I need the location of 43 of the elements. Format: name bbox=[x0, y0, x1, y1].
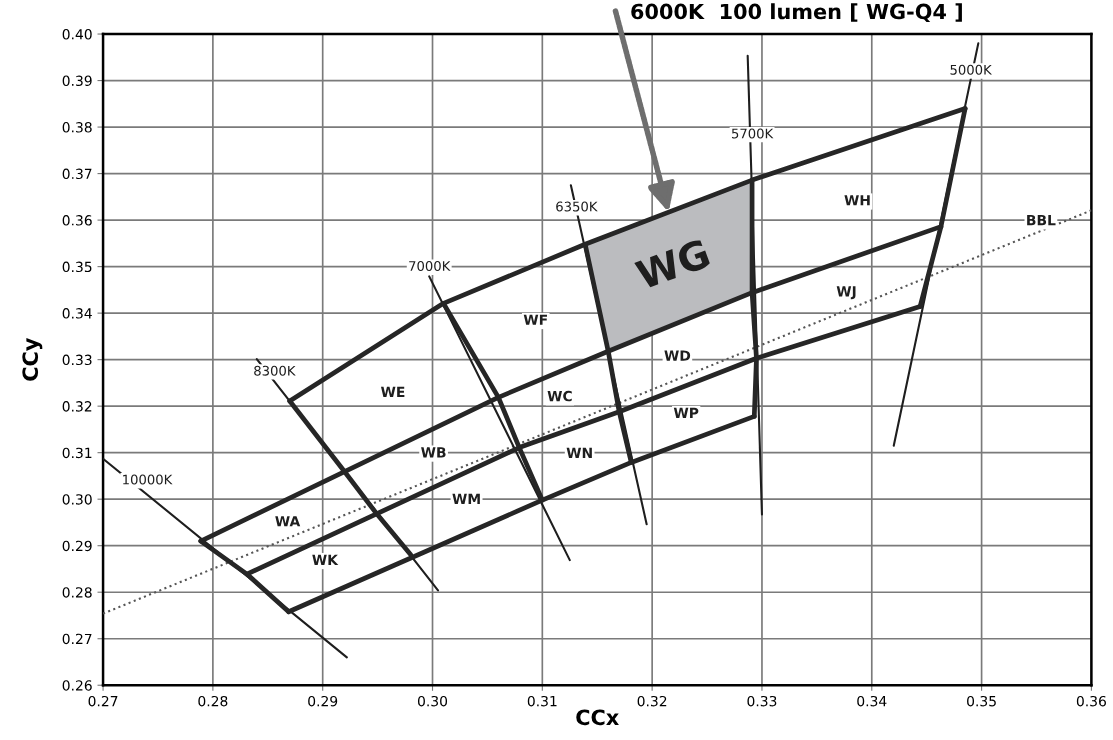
annotation: WH bbox=[844, 195, 870, 206]
annotation: 6350K bbox=[556, 201, 598, 212]
y-tick-label: 0.36 bbox=[62, 215, 92, 226]
annotation: 10000K bbox=[123, 474, 173, 485]
x-axis-title: CCx bbox=[576, 709, 619, 726]
y-tick-label: 0.27 bbox=[62, 633, 92, 645]
y-tick-label: 0.40 bbox=[62, 29, 92, 40]
y-tick-label: 0.32 bbox=[62, 401, 92, 412]
chart-title: 6000K 100 lumen [ WG-Q4 ] bbox=[631, 3, 962, 23]
x-tick-label: 0.34 bbox=[857, 695, 887, 707]
annotation: 5000K bbox=[950, 64, 992, 75]
y-axis-title: CCy bbox=[22, 337, 43, 381]
y-tick-label: 0.35 bbox=[62, 261, 92, 273]
annotation: 5700K bbox=[731, 128, 774, 139]
annotation: WP bbox=[673, 407, 699, 418]
x-tick-label: 0.27 bbox=[88, 695, 118, 707]
x-tick-label: 0.36 bbox=[1076, 695, 1106, 707]
x-tick-label: 0.30 bbox=[417, 695, 448, 707]
x-tick-label: 0.29 bbox=[308, 695, 338, 707]
annotation: 7000K bbox=[409, 261, 451, 272]
y-tick-label: 0.33 bbox=[62, 354, 92, 366]
annotation: WD bbox=[664, 350, 691, 361]
y-tick-label: 0.34 bbox=[62, 308, 92, 319]
y-tick-label: 0.30 bbox=[62, 494, 92, 505]
y-tick-label: 0.38 bbox=[62, 122, 92, 133]
annotation: WC bbox=[547, 390, 572, 402]
y-tick-label: 0.28 bbox=[62, 587, 92, 598]
x-tick-label: 0.28 bbox=[198, 695, 228, 707]
annotation: WM bbox=[452, 493, 480, 504]
y-tick-label: 0.37 bbox=[62, 168, 92, 180]
x-tick-label: 0.31 bbox=[527, 695, 557, 707]
y-tick-label: 0.39 bbox=[62, 75, 92, 87]
y-tick-label: 0.29 bbox=[62, 540, 92, 552]
annotation: WJ bbox=[836, 286, 856, 300]
annotation: WN bbox=[566, 447, 592, 458]
x-tick-label: 0.32 bbox=[637, 695, 667, 707]
annotation: WG bbox=[634, 238, 711, 291]
y-tick-label: 0.31 bbox=[62, 447, 92, 459]
x-tick-label: 0.33 bbox=[747, 695, 777, 707]
y-tick-label: 0.26 bbox=[62, 680, 92, 691]
annotation: WF bbox=[523, 314, 547, 325]
x-tick-label: 0.35 bbox=[967, 695, 996, 707]
annotation: BBL bbox=[1027, 215, 1056, 226]
